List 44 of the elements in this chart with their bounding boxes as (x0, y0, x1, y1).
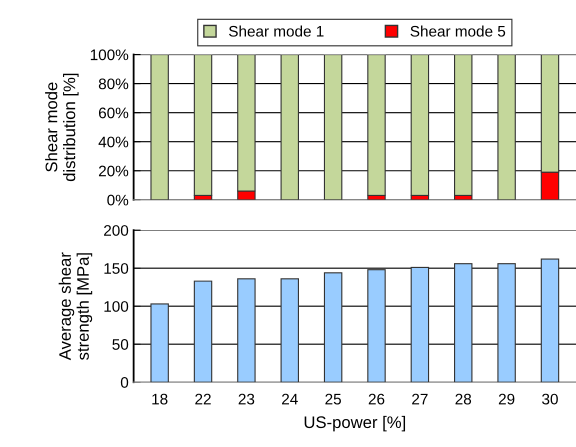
y-tick-label: 40% (98, 136, 128, 148)
x-tick-label: 24 (282, 394, 298, 404)
bar (324, 272, 342, 382)
bar (324, 54, 342, 200)
bar (194, 280, 212, 382)
y-tick-label: 0 (120, 377, 128, 388)
y-tick-label: 0% (107, 194, 128, 206)
x-tick-label: 23 (238, 394, 254, 405)
bar (497, 263, 516, 382)
y-tick-label: 50 (112, 339, 128, 350)
bar (410, 266, 430, 382)
bar (367, 54, 386, 196)
x-tick-label: 26 (368, 394, 384, 405)
bar (150, 303, 169, 382)
bar (454, 54, 472, 196)
bar (150, 54, 169, 200)
x-tick-label: 28 (456, 394, 472, 405)
y-tick-label: 20% (98, 166, 128, 176)
x-tick-label: 22 (195, 394, 211, 404)
bar (194, 54, 212, 196)
x-axis-title: US-power [%] (304, 416, 406, 432)
y-axis-title: Average shear strength [MPa] (58, 252, 92, 360)
y-tick-label: 100% (90, 49, 128, 60)
y-tick-label: 60% (98, 108, 128, 118)
bar (497, 54, 516, 200)
bar (237, 278, 256, 382)
x-tick-label: 29 (498, 394, 514, 405)
x-tick-label: 18 (152, 394, 168, 405)
bar (454, 263, 472, 382)
y-tick-label: 80% (98, 78, 128, 90)
legend-label: Shear mode 1 (228, 25, 324, 37)
y-tick-label: 150 (104, 263, 128, 274)
y-axis-title: Shear mode distribution [%] (45, 74, 79, 182)
bar (410, 54, 430, 196)
legend-label: Shear mode 5 (410, 25, 506, 37)
x-tick-label: 27 (412, 394, 428, 404)
bar (367, 269, 386, 382)
bar (280, 54, 299, 200)
bar (540, 258, 560, 382)
y-tick-label: 100 (104, 301, 128, 312)
y-tick-label: 200 (104, 225, 128, 236)
x-tick-label: 25 (325, 394, 341, 405)
x-tick-label: 30 (542, 394, 558, 405)
bar (280, 278, 299, 382)
